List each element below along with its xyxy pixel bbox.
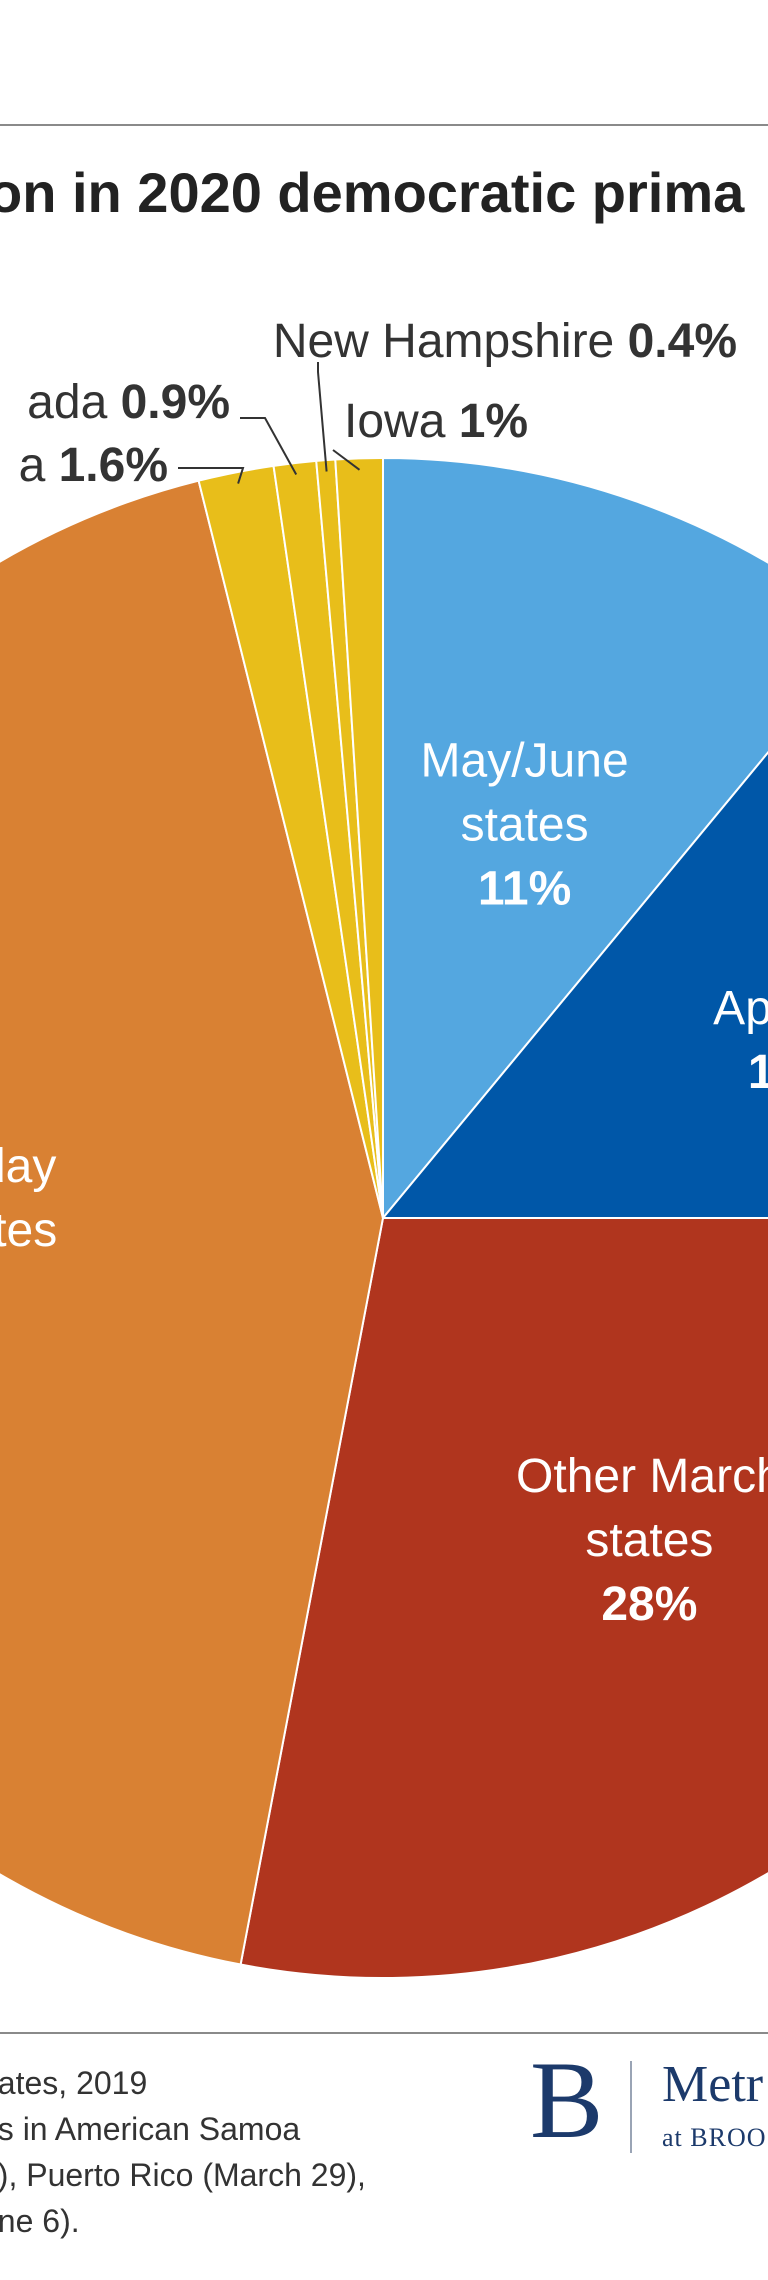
brand-mark: B <box>530 2039 604 2161</box>
pie-slice <box>0 479 385 1966</box>
leader-line <box>317 362 328 472</box>
slice-label: ada 0.9% <box>27 376 230 429</box>
pie-slice <box>382 456 768 1221</box>
footnote-line: une 6). <box>0 2203 80 2239</box>
leader-line <box>332 449 361 471</box>
slice-label: May/June states 11% <box>421 735 629 916</box>
slice-label: Iowa 1% <box>344 395 528 448</box>
brand-subtitle: at BROO <box>662 2123 767 2152</box>
leader-line <box>240 417 298 475</box>
footnote: nates, 2019 es in American Samoa 4), Pue… <box>0 2060 480 2244</box>
footnote-line: nates, 2019 <box>0 2065 148 2101</box>
pie-slice <box>334 456 384 1219</box>
footnote-line: es in American Samoa <box>0 2111 301 2147</box>
footnote-line: 4), Puerto Rico (March 29), <box>0 2157 366 2193</box>
pie-slice <box>380 751 768 1219</box>
bottom-rule <box>0 2032 768 2034</box>
slice-label: April1 <box>713 982 768 1099</box>
slice-label: Other March states 28% <box>516 1450 768 1631</box>
slice-label: Tuesdayrd states0% <box>0 1140 57 1321</box>
slice-label: a 1.6% <box>19 439 168 492</box>
chart-title: on in 2020 democratic prima <box>0 161 745 224</box>
slice-label: New Hampshire 0.4% <box>273 315 737 368</box>
brand-divider <box>630 2061 632 2153</box>
top-rule <box>0 124 768 126</box>
brand-name: Metr <box>662 2056 764 2113</box>
leader-line <box>178 467 245 484</box>
pie-slice <box>239 1217 768 1979</box>
